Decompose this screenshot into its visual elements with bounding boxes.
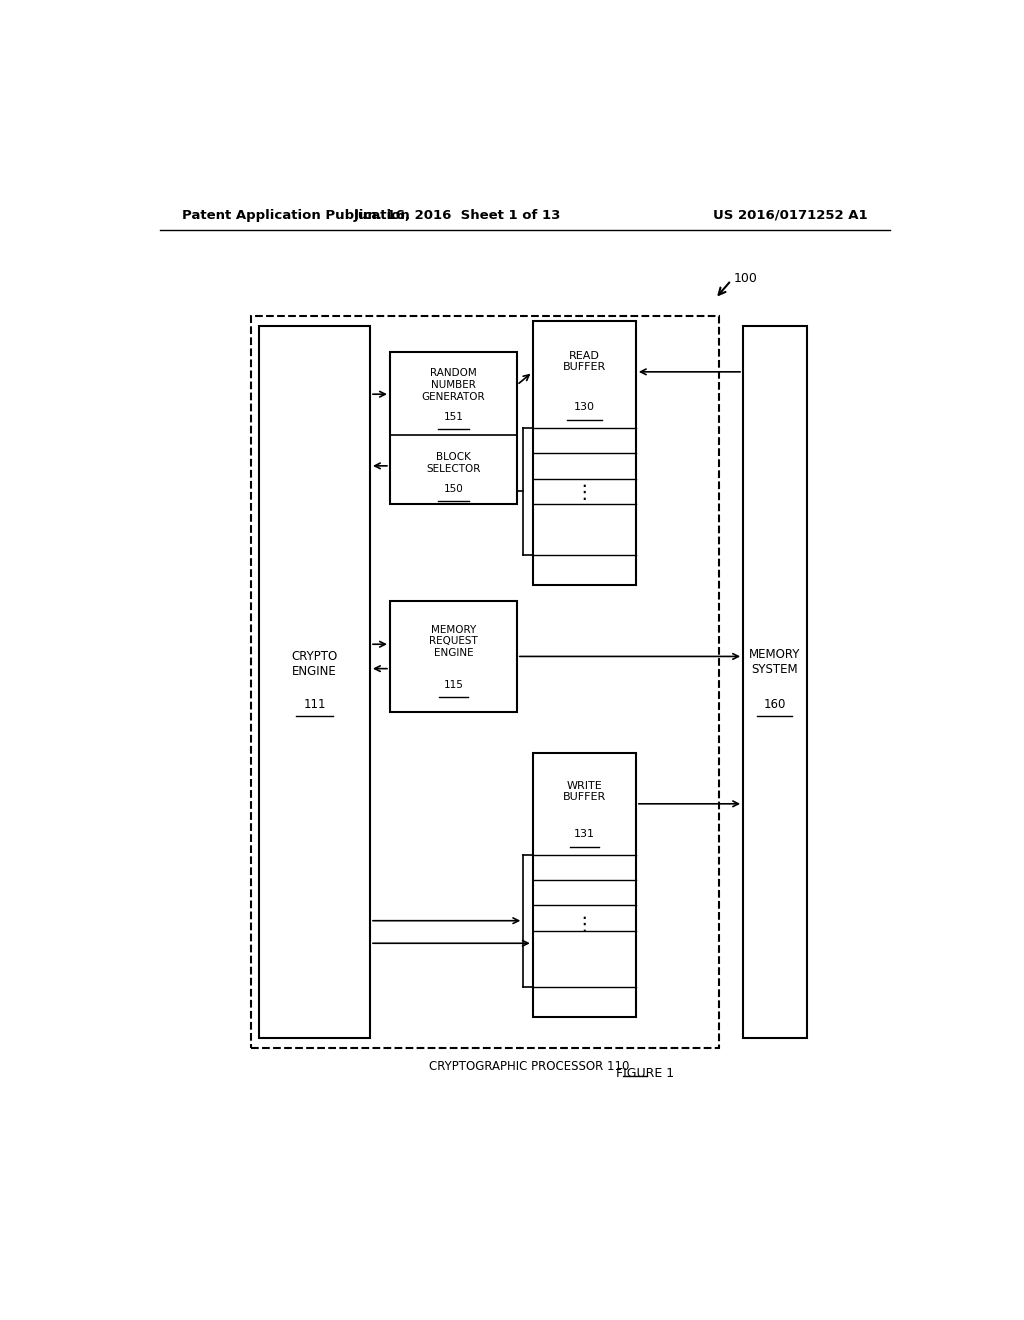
Text: 115: 115 [443, 680, 463, 690]
Text: FIGURE 1: FIGURE 1 [616, 1067, 674, 1080]
Bar [251, 315, 719, 1048]
Text: 111: 111 [303, 698, 326, 710]
Text: 100: 100 [733, 272, 758, 285]
Bar [390, 351, 517, 504]
Text: Jun. 16, 2016  Sheet 1 of 13: Jun. 16, 2016 Sheet 1 of 13 [353, 209, 561, 222]
Text: MEMORY
SYSTEM: MEMORY SYSTEM [750, 648, 801, 676]
Text: US 2016/0171252 A1: US 2016/0171252 A1 [713, 209, 867, 222]
Text: READ
BUFFER: READ BUFFER [563, 351, 606, 372]
Bar [532, 752, 636, 1018]
Bar [532, 321, 636, 585]
Text: CRYPTO
ENGINE: CRYPTO ENGINE [292, 649, 338, 677]
Text: 150: 150 [443, 483, 463, 494]
Bar [743, 326, 807, 1038]
Text: BLOCK
SELECTOR: BLOCK SELECTOR [426, 451, 480, 474]
Bar [259, 326, 370, 1038]
Text: WRITE
BUFFER: WRITE BUFFER [563, 781, 606, 803]
Text: 130: 130 [573, 403, 595, 412]
Text: 160: 160 [764, 698, 786, 710]
Text: CRYPTOGRAPHIC PROCESSOR 110: CRYPTOGRAPHIC PROCESSOR 110 [429, 1060, 630, 1073]
Text: ⋮: ⋮ [574, 915, 594, 935]
Text: Patent Application Publication: Patent Application Publication [182, 209, 410, 222]
Text: RANDOM
NUMBER
GENERATOR: RANDOM NUMBER GENERATOR [422, 368, 485, 401]
Text: MEMORY
REQUEST
ENGINE: MEMORY REQUEST ENGINE [429, 624, 478, 657]
Text: 131: 131 [573, 829, 595, 840]
Text: 151: 151 [443, 412, 463, 422]
Text: ⋮: ⋮ [574, 483, 594, 503]
Bar [390, 601, 517, 713]
